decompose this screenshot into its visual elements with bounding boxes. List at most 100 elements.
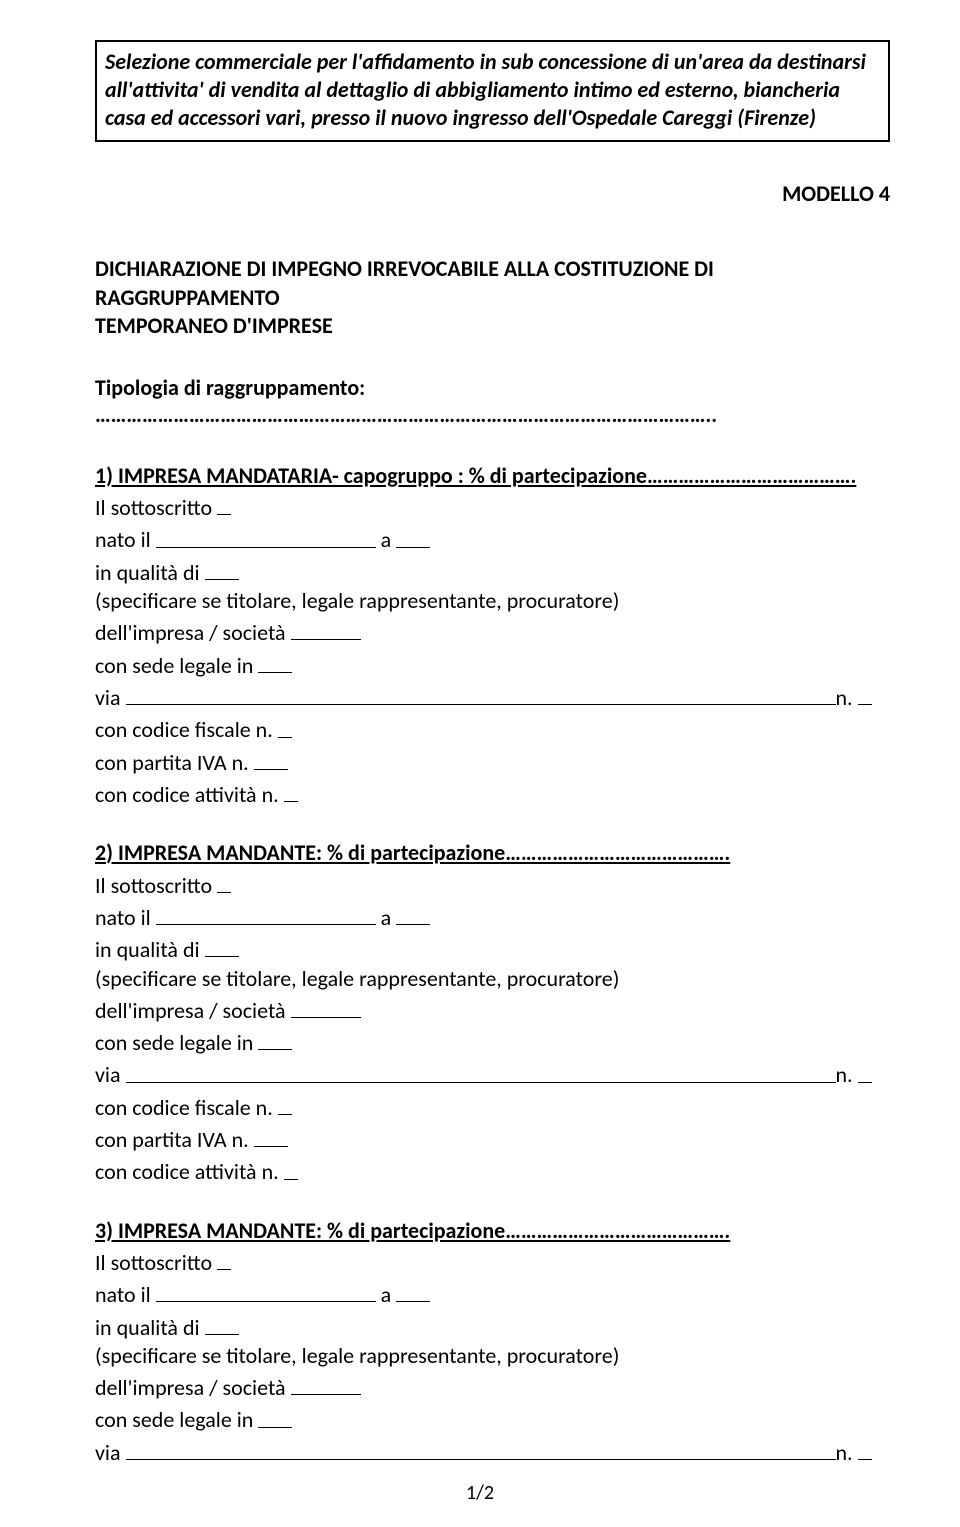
declaration-title: DICHIARAZIONE DI IMPEGNO IRREVOCABILE AL…: [95, 255, 890, 339]
section-3: 3) IMPRESA MANDANTE: % di partecipazione…: [95, 1217, 890, 1467]
line-impresa: dell'impresa / società: [95, 993, 890, 1025]
page-number: 1/2: [0, 1481, 960, 1505]
field-via[interactable]: [126, 680, 836, 705]
label-impresa: dell'impresa / società: [95, 1374, 291, 1401]
field-sede[interactable]: [258, 648, 292, 673]
field-sede[interactable]: [258, 1402, 292, 1427]
field-impresa[interactable]: [291, 993, 361, 1018]
declaration-line1: DICHIARAZIONE DI IMPEGNO IRREVOCABILE AL…: [95, 255, 714, 310]
label-n: n.: [836, 1439, 858, 1466]
label-piva: con partita IVA n.: [95, 1126, 254, 1153]
line-impresa: dell'impresa / società: [95, 1370, 890, 1402]
section-2-head: 2) IMPRESA MANDANTE: % di partecipazione…: [95, 839, 890, 867]
field-attivita[interactable]: [284, 1154, 298, 1179]
label-sottoscritto: Il sottoscritto: [95, 1249, 217, 1276]
field-qualita[interactable]: [205, 555, 239, 580]
line-specificare: (specificare se titolare, legale rappres…: [95, 965, 890, 993]
section-2-head-text: 2) IMPRESA MANDANTE: % di partecipazione…: [95, 839, 730, 866]
field-via[interactable]: [126, 1435, 836, 1460]
line-sottoscritto: Il sottoscritto: [95, 490, 890, 522]
label-sede: con sede legale in: [95, 1029, 258, 1056]
field-sede[interactable]: [258, 1025, 292, 1050]
line-nato: nato il a: [95, 1277, 890, 1309]
field-via[interactable]: [126, 1057, 836, 1082]
section-1-head: 1) IMPRESA MANDATARIA- capogruppo : % di…: [95, 462, 890, 490]
line-attivita: con codice attività n.: [95, 777, 890, 809]
line-nato: nato il a: [95, 900, 890, 932]
label-impresa: dell'impresa / società: [95, 619, 291, 646]
field-sottoscritto[interactable]: [217, 1245, 231, 1270]
label-a: a: [376, 527, 397, 554]
field-attivita[interactable]: [284, 777, 298, 802]
section-3-head: 3) IMPRESA MANDANTE: % di partecipazione…: [95, 1217, 890, 1245]
line-via: via n.: [95, 680, 890, 712]
field-cf[interactable]: [278, 1090, 292, 1115]
field-a[interactable]: [396, 1277, 430, 1302]
line-specificare: (specificare se titolare, legale rappres…: [95, 1342, 890, 1370]
label-attivita: con codice attività n.: [95, 781, 284, 808]
field-nato-il[interactable]: [156, 522, 376, 547]
field-a[interactable]: [396, 522, 430, 547]
header-box: Selezione commerciale per l'affidamento …: [95, 40, 890, 142]
label-sottoscritto: Il sottoscritto: [95, 872, 217, 899]
label-n: n.: [836, 684, 858, 711]
label-a: a: [376, 1281, 397, 1308]
line-qualita: in qualità di: [95, 555, 890, 587]
field-qualita[interactable]: [205, 932, 239, 957]
line-qualita: in qualità di: [95, 932, 890, 964]
line-sede: con sede legale in: [95, 1402, 890, 1434]
label-a: a: [376, 904, 397, 931]
line-impresa: dell'impresa / società: [95, 615, 890, 647]
label-impresa: dell'impresa / società: [95, 997, 291, 1024]
line-piva: con partita IVA n.: [95, 745, 890, 777]
page-container: Selezione commerciale per l'affidamento …: [0, 0, 960, 1527]
label-cf: con codice fiscale n.: [95, 717, 278, 744]
field-n[interactable]: [858, 1435, 872, 1460]
field-impresa[interactable]: [291, 1370, 361, 1395]
label-nato-il: nato il: [95, 527, 156, 554]
line-attivita: con codice attività n.: [95, 1154, 890, 1186]
label-sottoscritto: Il sottoscritto: [95, 494, 217, 521]
field-piva[interactable]: [254, 1122, 288, 1147]
label-via: via: [95, 684, 126, 711]
field-qualita[interactable]: [205, 1310, 239, 1335]
line-sede: con sede legale in: [95, 1025, 890, 1057]
line-nato: nato il a: [95, 522, 890, 554]
line-qualita: in qualità di: [95, 1310, 890, 1342]
field-cf[interactable]: [278, 712, 292, 737]
section-2: 2) IMPRESA MANDANTE: % di partecipazione…: [95, 839, 890, 1186]
line-via: via n.: [95, 1435, 890, 1467]
label-attivita: con codice attività n.: [95, 1159, 284, 1186]
field-impresa[interactable]: [291, 615, 361, 640]
field-n[interactable]: [858, 1057, 872, 1082]
field-sottoscritto[interactable]: [217, 490, 231, 515]
line-piva: con partita IVA n.: [95, 1122, 890, 1154]
line-cf: con codice fiscale n.: [95, 1090, 890, 1122]
tipologia-line: Tipologia di raggruppamento: ………………………………: [95, 374, 890, 428]
line-via: via n.: [95, 1057, 890, 1089]
section-1: 1) IMPRESA MANDATARIA- capogruppo : % di…: [95, 462, 890, 809]
header-text: Selezione commerciale per l'affidamento …: [105, 48, 866, 131]
label-n: n.: [836, 1062, 858, 1089]
field-nato-il[interactable]: [156, 900, 376, 925]
label-sede: con sede legale in: [95, 652, 258, 679]
field-nato-il[interactable]: [156, 1277, 376, 1302]
line-sede: con sede legale in: [95, 648, 890, 680]
declaration-line2: TEMPORANEO D'IMPRESE: [95, 312, 890, 340]
label-piva: con partita IVA n.: [95, 749, 254, 776]
field-sottoscritto[interactable]: [217, 868, 231, 893]
field-piva[interactable]: [254, 745, 288, 770]
label-qualita: in qualità di: [95, 1314, 205, 1341]
section-3-head-text: 3) IMPRESA MANDANTE: % di partecipazione…: [95, 1217, 730, 1244]
label-sede: con sede legale in: [95, 1407, 258, 1434]
label-qualita: in qualità di: [95, 559, 205, 586]
field-a[interactable]: [396, 900, 430, 925]
line-sottoscritto: Il sottoscritto: [95, 868, 890, 900]
label-via: via: [95, 1439, 126, 1466]
field-n[interactable]: [858, 680, 872, 705]
label-nato-il: nato il: [95, 1281, 156, 1308]
label-cf: con codice fiscale n.: [95, 1094, 278, 1121]
modello-label: MODELLO 4: [95, 180, 890, 207]
label-nato-il: nato il: [95, 904, 156, 931]
line-specificare: (specificare se titolare, legale rappres…: [95, 587, 890, 615]
